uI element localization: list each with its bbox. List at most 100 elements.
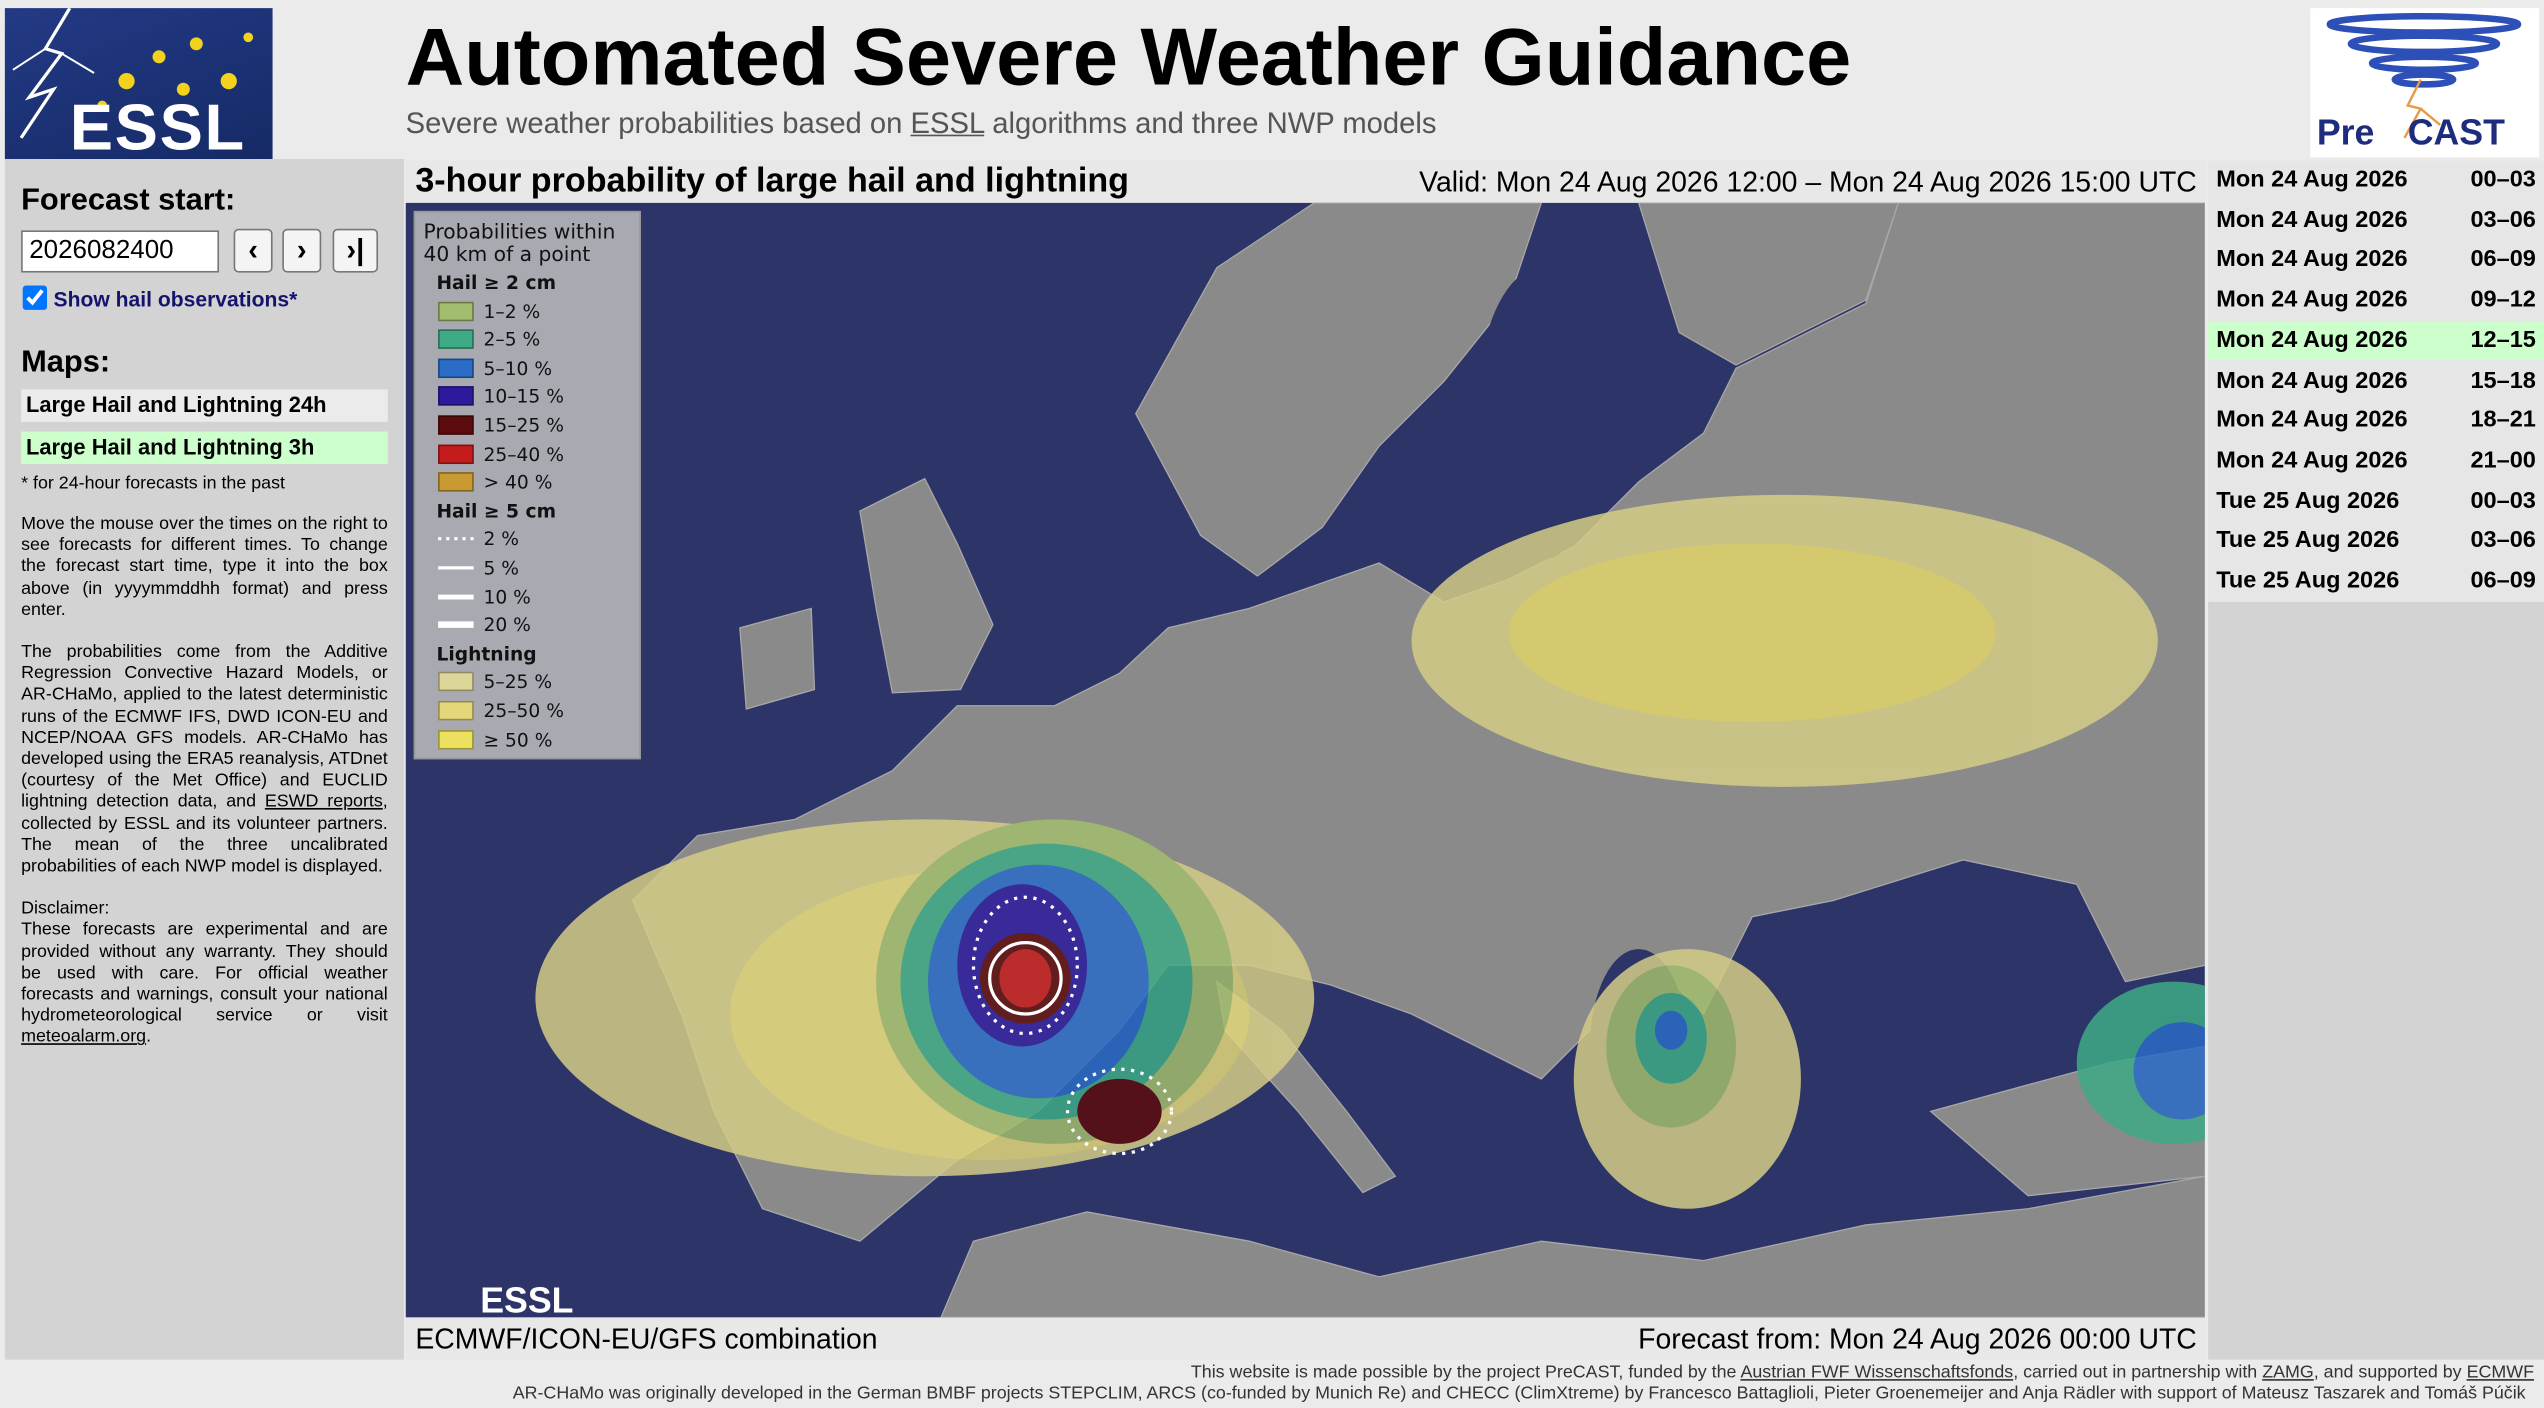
legend-label: 10–15 % <box>483 385 564 408</box>
time-row[interactable]: Tue 25 Aug 2026 06–09 <box>2208 561 2544 601</box>
link[interactable]: ZAMG <box>2262 1362 2314 1383</box>
info-text: Move the mouse over the times on the rig… <box>21 514 388 1070</box>
time-row[interactable]: Mon 24 Aug 2026 00–03 <box>2208 161 2544 201</box>
time-row[interactable]: Mon 24 Aug 2026 06–09 <box>2208 241 2544 281</box>
watermark: ESSL <box>480 1280 574 1321</box>
legend-swatch <box>438 329 474 350</box>
page-title: Automated Severe Weather Guidance <box>405 11 1852 103</box>
legend: Probabilities within 40 km of a point Hail… <box>413 210 641 760</box>
time-row[interactable]: Mon 24 Aug 2026 12–15 <box>2208 320 2544 361</box>
prev-button[interactable]: ‹ <box>233 228 273 273</box>
logo-graphic <box>12 8 254 139</box>
text: AR-CHaMo was originally developed in the… <box>512 1383 2526 1404</box>
legend-item: 1–2 % <box>438 299 540 322</box>
legend-item: 20 % <box>438 613 531 637</box>
precast-logo[interactable]: Pre CAST <box>2310 8 2540 158</box>
legend-item: 25–40 % <box>438 442 564 465</box>
link[interactable]: Austrian FWF Wissenschaftsfonds <box>1740 1362 2014 1383</box>
text: The probabilities come from the Additive… <box>21 642 388 812</box>
legend-line <box>438 537 474 541</box>
text: These forecasts are experimental and are… <box>21 920 388 1026</box>
legend-swatch <box>438 672 474 692</box>
legend-label: 25–40 % <box>483 442 564 465</box>
time-row[interactable]: Mon 24 Aug 2026 18–21 <box>2208 401 2544 441</box>
legend-label: 2 % <box>483 527 520 551</box>
legend-label: 5–25 % <box>483 670 553 694</box>
map-link[interactable]: Large Hail and Lightning 3h <box>21 431 388 465</box>
legend-label: > 40 % <box>483 470 553 494</box>
text: , carried out in partnership with <box>2013 1362 2263 1383</box>
time-date: Tue 25 Aug 2026 <box>2216 487 2400 514</box>
time-row[interactable]: Mon 24 Aug 2026 15–18 <box>2208 361 2544 401</box>
logo-text: CAST <box>2407 111 2505 153</box>
time-range: 00–03 <box>2470 167 2536 194</box>
time-range: 12–15 <box>2470 327 2536 354</box>
text: Severe weather probabilities based on <box>405 107 911 140</box>
legend-item: 2 % <box>438 528 519 551</box>
link[interactable]: ESSL <box>910 107 985 140</box>
paragraph-heading: Disclaimer: <box>21 899 110 919</box>
time-date: Mon 24 Aug 2026 <box>2216 407 2408 434</box>
time-row[interactable]: Tue 25 Aug 2026 03–06 <box>2208 521 2544 561</box>
show-hail-toggle[interactable]: Show hail observations* <box>22 285 298 312</box>
map-link[interactable]: Large Hail and Lightning 24h <box>21 389 388 422</box>
time-row[interactable]: Mon 24 Aug 2026 09–12 <box>2208 281 2544 321</box>
time-date: Mon 24 Aug 2026 <box>2216 207 2408 234</box>
time-range: 03–06 <box>2470 527 2536 554</box>
legend-swatch <box>438 700 474 721</box>
legend-item: > 40 % <box>438 471 552 494</box>
essl-logo[interactable]: ESSL <box>4 8 273 160</box>
legend-item: 25–50 % <box>438 699 564 722</box>
text: algorithms and three NWP models <box>984 107 1437 140</box>
link[interactable]: meteoalarm.org <box>21 1027 147 1048</box>
map-title: 3-hour probability of large hail and lig… <box>415 162 1129 200</box>
time-date: Mon 24 Aug 2026 <box>2216 367 2408 394</box>
footer-line: AR-CHaMo was originally developed in the… <box>513 1384 2526 1403</box>
logo-graphic <box>2326 12 2522 139</box>
forecast-start-input[interactable] <box>21 230 220 273</box>
time-date: Mon 24 Aug 2026 <box>2216 247 2408 274</box>
legend-label: 20 % <box>483 613 531 637</box>
legend-heading: 40 km of a point <box>423 241 591 267</box>
time-date: Mon 24 Aug 2026 <box>2216 287 2408 314</box>
checkbox[interactable] <box>22 285 48 310</box>
last-button[interactable]: ›| <box>332 228 379 273</box>
legend-item: 10–15 % <box>438 385 564 408</box>
time-range: 03–06 <box>2470 207 2536 234</box>
time-row[interactable]: Mon 24 Aug 2026 03–06 <box>2208 201 2544 241</box>
legend-item: 5–10 % <box>438 356 553 380</box>
legend-group-title: Lightning <box>436 642 537 665</box>
logo-text: Pre <box>2316 111 2375 153</box>
time-date: Tue 25 Aug 2026 <box>2216 567 2400 594</box>
legend-item: 5–25 % <box>438 670 553 694</box>
time-date: Mon 24 Aug 2026 <box>2216 447 2408 474</box>
time-row[interactable]: Mon 24 Aug 2026 21–00 <box>2208 441 2544 481</box>
text: This website is made possible by the pro… <box>1190 1362 1741 1383</box>
legend-swatch <box>438 443 474 464</box>
forecast-map <box>405 202 2205 1318</box>
legend-label: 2–5 % <box>483 328 541 351</box>
time-range: 06–09 <box>2470 567 2536 594</box>
paragraph: Move the mouse over the times on the rig… <box>21 514 388 621</box>
time-range: 09–12 <box>2470 287 2536 314</box>
legend-label: 10 % <box>483 585 531 608</box>
maps-label: Maps: <box>21 345 111 380</box>
legend-item: 5 % <box>438 557 519 579</box>
legend-label: 5–10 % <box>483 356 553 380</box>
time-row[interactable]: Tue 25 Aug 2026 00–03 <box>2208 481 2544 521</box>
text: . <box>146 1027 152 1048</box>
time-list: Mon 24 Aug 2026 00–03 Mon 24 Aug 2026 03–06… <box>2208 160 2544 602</box>
link[interactable]: ESWD reports <box>264 792 383 812</box>
checkbox-label: Show hail observations* <box>53 287 298 312</box>
legend-group-title: Hail ≥ 2 cm <box>436 270 557 294</box>
legend-line <box>438 593 474 599</box>
paragraph: The probabilities come from the Additive… <box>21 643 388 879</box>
next-button[interactable]: › <box>282 228 322 273</box>
legend-swatch <box>438 415 474 435</box>
legend-heading: Probabilities within <box>423 219 616 244</box>
text: , collected by ESSL and its volunteer pa… <box>21 792 388 877</box>
link[interactable]: ECMWF <box>2466 1362 2534 1383</box>
time-range: 06–09 <box>2470 247 2536 274</box>
forecast-start-label: Forecast start: <box>21 183 236 218</box>
